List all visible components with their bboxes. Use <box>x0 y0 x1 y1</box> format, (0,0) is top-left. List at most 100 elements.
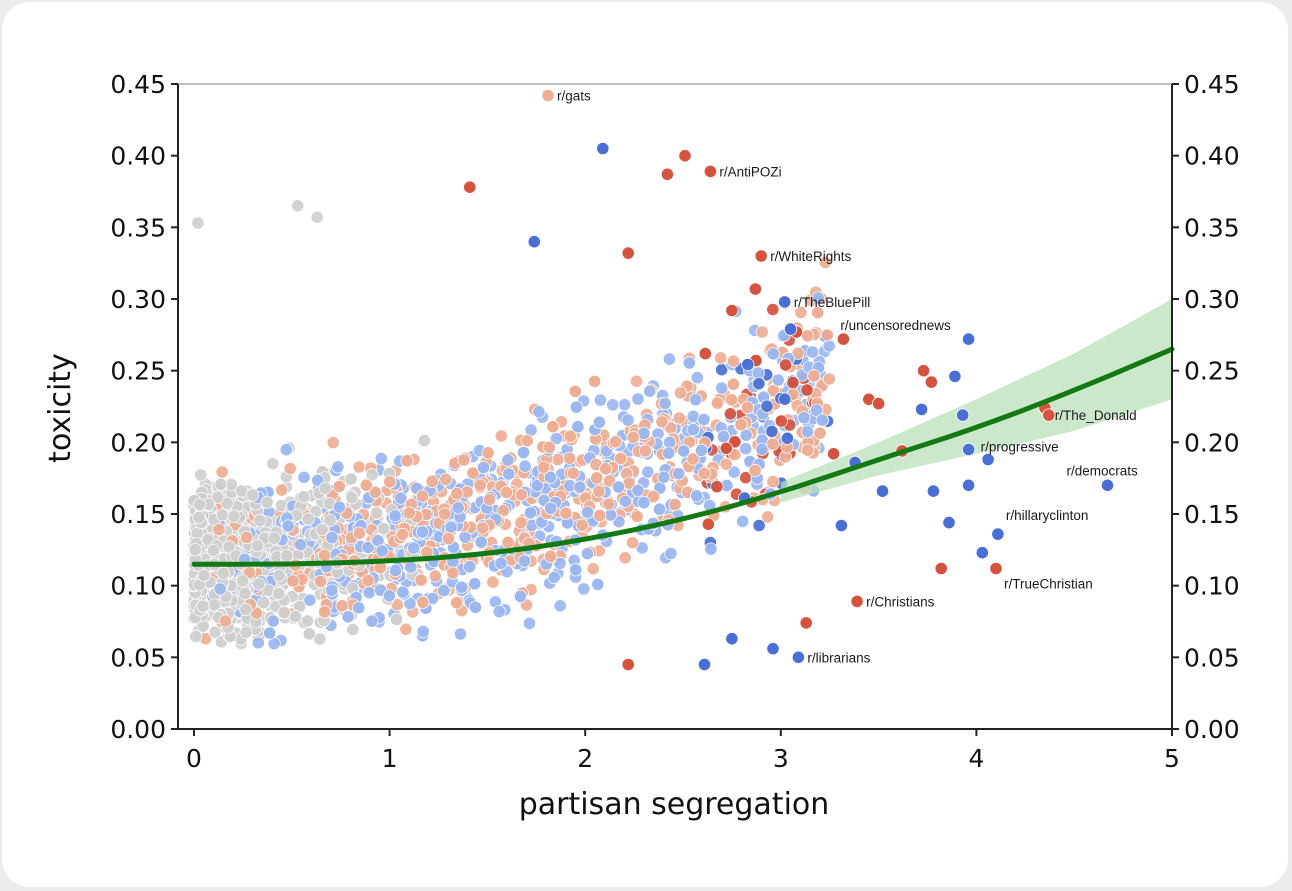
data-point <box>914 402 929 416</box>
data-point <box>726 354 741 368</box>
data-point <box>689 393 703 407</box>
data-point <box>501 453 515 467</box>
data-point <box>260 495 274 509</box>
data-point <box>813 426 827 440</box>
data-point <box>499 485 514 499</box>
y-tick-label-right: 0.30 <box>1184 285 1240 314</box>
data-point <box>797 411 811 425</box>
data-point <box>800 329 815 343</box>
data-point <box>297 470 311 484</box>
annotation-label: r/gats <box>557 89 591 104</box>
data-point <box>365 468 379 482</box>
data-point <box>596 141 610 156</box>
data-point <box>365 614 379 628</box>
data-point <box>188 543 202 557</box>
data-point <box>476 460 491 475</box>
x-tick-label: 4 <box>968 744 984 773</box>
data-point <box>502 467 516 481</box>
data-point <box>303 593 317 607</box>
data-point <box>520 434 534 448</box>
data-point <box>293 538 308 552</box>
data-point <box>192 510 206 525</box>
data-point <box>275 483 289 497</box>
y-tick-label-right: 0.25 <box>1184 357 1240 386</box>
data-point <box>251 636 265 650</box>
data-point <box>662 352 677 366</box>
data-point <box>271 587 286 601</box>
data-point <box>807 369 821 383</box>
data-point <box>752 518 766 533</box>
annotation-label: r/progressive <box>981 440 1059 455</box>
data-point <box>725 303 739 318</box>
data-point <box>815 413 829 427</box>
data-point <box>400 454 414 468</box>
data-point <box>415 489 430 503</box>
data-point <box>236 574 250 588</box>
data-point <box>765 424 779 438</box>
data-point <box>818 255 832 269</box>
data-point <box>216 566 230 580</box>
data-point <box>332 479 346 494</box>
data-point <box>475 521 490 535</box>
data-point <box>719 441 733 455</box>
data-point <box>318 481 332 495</box>
data-point <box>694 443 709 457</box>
data-point <box>916 364 931 378</box>
data-point <box>326 436 340 450</box>
data-point <box>672 411 686 425</box>
data-point <box>690 370 704 385</box>
data-point <box>638 444 653 458</box>
annotated-point <box>778 295 792 309</box>
data-point <box>956 408 970 422</box>
data-point <box>281 519 295 533</box>
data-point <box>302 627 316 641</box>
annotated-point <box>961 442 976 457</box>
data-point <box>682 356 696 370</box>
data-point <box>441 531 455 546</box>
data-point <box>368 485 382 499</box>
data-point <box>239 602 253 617</box>
y-tick-label: 0.20 <box>110 428 166 457</box>
data-point <box>288 609 303 624</box>
data-point <box>466 466 480 480</box>
data-point <box>191 216 205 230</box>
data-point <box>811 291 825 305</box>
data-point <box>245 488 259 502</box>
data-point <box>522 616 537 631</box>
data-point <box>513 589 528 604</box>
data-point <box>332 500 346 514</box>
data-point <box>341 610 355 624</box>
annotated-point <box>1042 408 1056 422</box>
data-point <box>352 601 366 615</box>
data-point <box>573 480 587 494</box>
trend-line <box>191 346 1175 567</box>
x-tick-label: 3 <box>773 744 789 773</box>
data-point <box>227 509 241 523</box>
data-point <box>577 582 591 596</box>
data-point <box>389 612 404 627</box>
data-point <box>948 369 962 383</box>
y-tick-label: 0.40 <box>110 142 166 171</box>
data-point <box>786 375 800 390</box>
x-tick-label: 2 <box>577 744 593 773</box>
data-point <box>279 443 293 457</box>
annotation-label: r/AntiPOZi <box>719 164 781 179</box>
data-point <box>444 520 458 534</box>
data-point <box>766 302 780 317</box>
data-point <box>591 577 605 592</box>
data-point <box>414 573 428 587</box>
data-point <box>621 657 635 672</box>
data-point <box>266 457 280 471</box>
data-point <box>549 431 564 446</box>
data-point <box>606 398 620 412</box>
data-point <box>446 566 460 580</box>
data-point <box>626 430 640 444</box>
data-point <box>741 357 755 372</box>
data-point <box>462 560 477 574</box>
data-point <box>374 451 388 466</box>
data-point <box>697 657 712 672</box>
data-point <box>739 428 753 442</box>
data-point <box>325 530 339 545</box>
data-point <box>652 502 667 516</box>
